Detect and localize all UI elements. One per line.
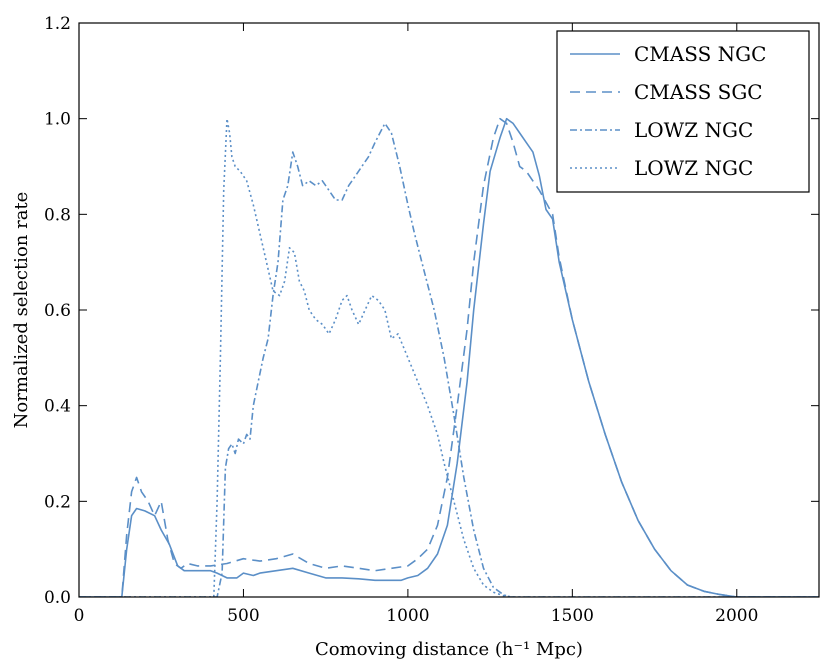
y-tick-label: 0.0 — [44, 588, 71, 608]
x-axis-label: Comoving distance (h⁻¹ Mpc) — [315, 639, 583, 660]
y-tick-label: 1.0 — [44, 110, 71, 130]
y-axis: 0.0 0.2 0.4 0.6 0.8 1.0 1.2 — [44, 14, 819, 608]
legend-label-3: LOWZ NGC — [634, 118, 753, 142]
x-tick-label: 500 — [227, 606, 259, 626]
series-line-2 — [79, 117, 819, 597]
y-axis-label: Normalized selection rate — [11, 192, 32, 429]
legend-label-1: CMASS NGC — [634, 42, 766, 66]
x-tick-label: 1500 — [551, 606, 594, 626]
series-layer — [79, 117, 819, 597]
y-tick-label: 0.6 — [44, 301, 71, 321]
legend-frame — [556, 30, 810, 193]
x-tick-label: 0 — [74, 606, 85, 626]
x-tick-label: 2000 — [715, 606, 758, 626]
x-tick-label: 1000 — [386, 606, 429, 626]
legend-label-2: CMASS SGC — [634, 80, 763, 104]
legend: CMASS NGC CMASS SGC LOWZ NGC LOWZ NGC — [556, 30, 810, 193]
y-tick-label: 1.2 — [44, 14, 71, 34]
y-tick-label: 0.2 — [44, 492, 71, 512]
series-line-3 — [79, 122, 819, 597]
y-tick-label: 0.4 — [44, 397, 71, 417]
y-tick-label: 0.8 — [44, 205, 71, 225]
x-axis: 0 500 1000 1500 2000 — [74, 23, 758, 626]
legend-label-4: LOWZ NGC — [634, 156, 753, 180]
